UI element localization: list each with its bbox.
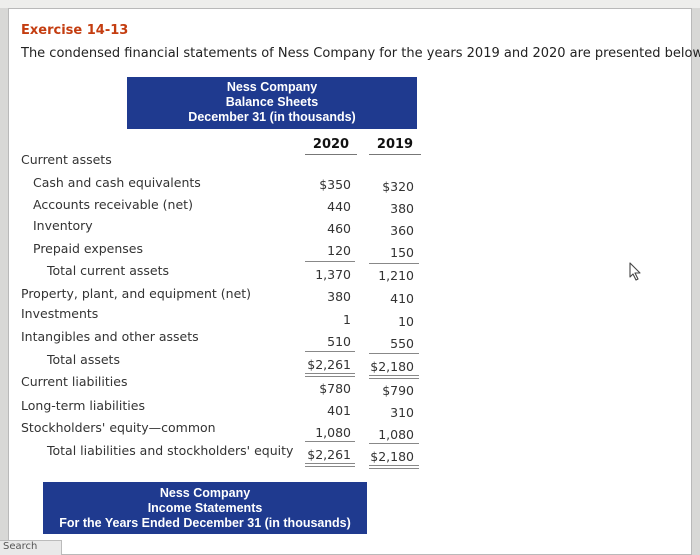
row-label-cash: Cash and cash equivalents [33, 175, 201, 190]
balance-period: December 31 (in thousands) [188, 110, 356, 124]
ppe-2019: 410 [390, 291, 414, 306]
column-rule-2019 [369, 154, 421, 155]
column-header-2020: 2020 [312, 137, 350, 152]
row-label-intangibles: Intangibles and other assets [21, 329, 199, 344]
receivables-2019: 380 [390, 201, 414, 216]
cash-2020: $350 [319, 177, 351, 192]
exercise-panel: Exercise 14-13 The condensed financial s… [8, 8, 700, 555]
total-le-top-rule-2020 [305, 441, 355, 442]
row-label-inventory: Inventory [33, 218, 93, 233]
search-label: Search [3, 541, 38, 552]
investments-2020: 1 [343, 312, 351, 327]
total-le-top-rule-2019 [369, 443, 419, 444]
prepaid-2019: 150 [390, 245, 414, 260]
current-liabilities-2020: $780 [319, 381, 351, 396]
row-label-investments: Investments [21, 306, 99, 321]
hand-pointer-icon [629, 262, 641, 281]
income-column-2019: 2019 [337, 542, 370, 548]
income-company: Ness Company [159, 486, 251, 500]
total-le-double-rule-2019 [369, 465, 419, 469]
income-statement-header: Ness Company Income Statements For the Y… [43, 482, 367, 534]
income-column-headers-cut: 2020 2019 [271, 542, 391, 550]
inventory-2020: 460 [327, 221, 351, 236]
receivables-2020: 440 [327, 199, 351, 214]
current-liabilities-2019: $790 [382, 383, 414, 398]
stockholders-equity-2019: 1,080 [378, 427, 414, 442]
total-le-double-rule-2020 [305, 463, 355, 467]
total-assets-double-rule-2020 [305, 373, 355, 377]
row-label-long-term-liabilities: Long-term liabilities [21, 398, 145, 413]
prepaid-2020: 120 [327, 243, 351, 258]
intangibles-2020: 510 [327, 334, 351, 349]
column-rule-2020 [305, 154, 357, 155]
income-period: For the Years Ended December 31 (in thou… [59, 516, 351, 530]
total-assets-double-rule-2019 [369, 375, 419, 379]
balance-statement-title: Balance Sheets [225, 95, 319, 109]
column-header-2019: 2019 [376, 137, 414, 152]
row-label-prepaid: Prepaid expenses [33, 241, 143, 256]
total-liabilities-equity-2019: $2,180 [370, 449, 414, 464]
balance-sheet-header: Ness Company Balance Sheets December 31 … [127, 77, 417, 129]
stockholders-equity-2020: 1,080 [315, 425, 351, 440]
total-assets-top-rule-2019 [369, 353, 419, 354]
total-assets-2019: $2,180 [370, 359, 414, 374]
income-column-2020: 2020 [271, 542, 304, 548]
exercise-title: Exercise 14-13 [21, 23, 129, 38]
inventory-2019: 360 [390, 223, 414, 238]
subtotal-rule-2020 [305, 261, 355, 262]
top-strip [0, 0, 700, 8]
row-label-current-liabilities: Current liabilities [21, 374, 128, 389]
intangibles-2019: 550 [390, 336, 414, 351]
total-current-assets-2020: 1,370 [315, 267, 351, 282]
row-label-current-assets: Current assets [21, 152, 112, 167]
total-assets-2020: $2,261 [307, 357, 351, 372]
row-label-stockholders-equity: Stockholders' equity—common [21, 420, 216, 435]
total-liabilities-equity-2020: $2,261 [307, 447, 351, 462]
total-current-assets-2019: 1,210 [378, 268, 414, 283]
income-statement-title: Income Statements [147, 501, 263, 515]
cash-2019: $320 [382, 179, 414, 194]
total-assets-top-rule-2020 [305, 351, 355, 352]
row-label-total-liabilities-equity: Total liabilities and stockholders' equi… [47, 443, 294, 458]
long-term-liabilities-2020: 401 [327, 403, 351, 418]
row-label-receivables: Accounts receivable (net) [33, 197, 193, 212]
long-term-liabilities-2019: 310 [390, 405, 414, 420]
investments-2019: 10 [398, 314, 414, 329]
ppe-2020: 380 [327, 289, 351, 304]
row-label-ppe: Property, plant, and equipment (net) [21, 286, 252, 301]
subtotal-rule-2019 [369, 263, 419, 264]
intro-text: The condensed financial statements of Ne… [21, 46, 700, 61]
row-label-total-assets: Total assets [47, 352, 120, 367]
search-input[interactable]: Search [0, 540, 62, 555]
row-label-total-current-assets: Total current assets [47, 263, 170, 278]
balance-company: Ness Company [226, 80, 318, 94]
